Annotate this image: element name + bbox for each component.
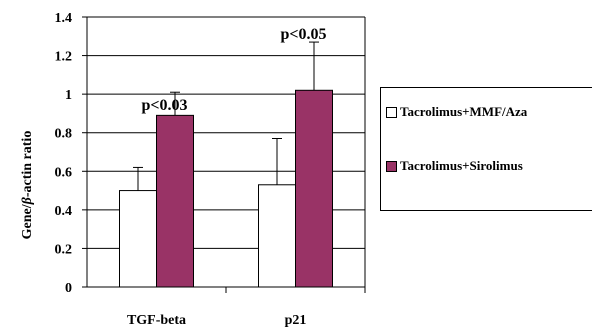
y-tick-label: 0.4 [55,204,73,219]
y-tick-label: 1 [65,88,72,103]
y-axis-label: Gene/β-actin ratio [20,131,35,240]
bar [156,114,194,288]
p-value-annotation: p<0.05 [280,26,326,43]
error-bars [133,41,319,191]
legend-swatch-sirolimus [386,160,397,172]
bar [295,89,333,288]
y-tick-label: 0.2 [55,242,73,257]
legend-label-mmf: Tacrolimus+MMF/Aza [400,104,528,119]
legend-swatch-mmf [386,106,397,118]
y-tick-label: 1.2 [55,50,73,65]
legend: Tacrolimus+MMF/Aza Tacrolimus+Sirolimus [380,87,592,211]
y-tick-label: 0.6 [55,165,73,180]
x-tick-label: p21 [285,313,307,328]
x-tick-label: TGF-beta [127,313,186,328]
y-tick-label: 1.4 [55,11,73,26]
bar [258,184,296,288]
legend-label-sirolimus: Tacrolimus+Sirolimus [400,158,523,173]
y-tick-labels: 0 0.2 0.4 0.6 0.8 1 1.2 1.4 [55,11,73,296]
y-tick-label: 0 [65,281,72,296]
bars [119,89,333,288]
annotations: p<0.03 p<0.05 [141,26,326,114]
y-tick-label: 0.8 [55,127,73,142]
axes [82,16,366,293]
legend-item-mmf: Tacrolimus+MMF/Aza [386,104,527,120]
p-value-annotation: p<0.03 [141,97,187,114]
x-tick-labels: TGF-beta p21 [127,313,306,328]
legend-item-sirolimus: Tacrolimus+Sirolimus [386,158,523,174]
bar [119,190,157,288]
